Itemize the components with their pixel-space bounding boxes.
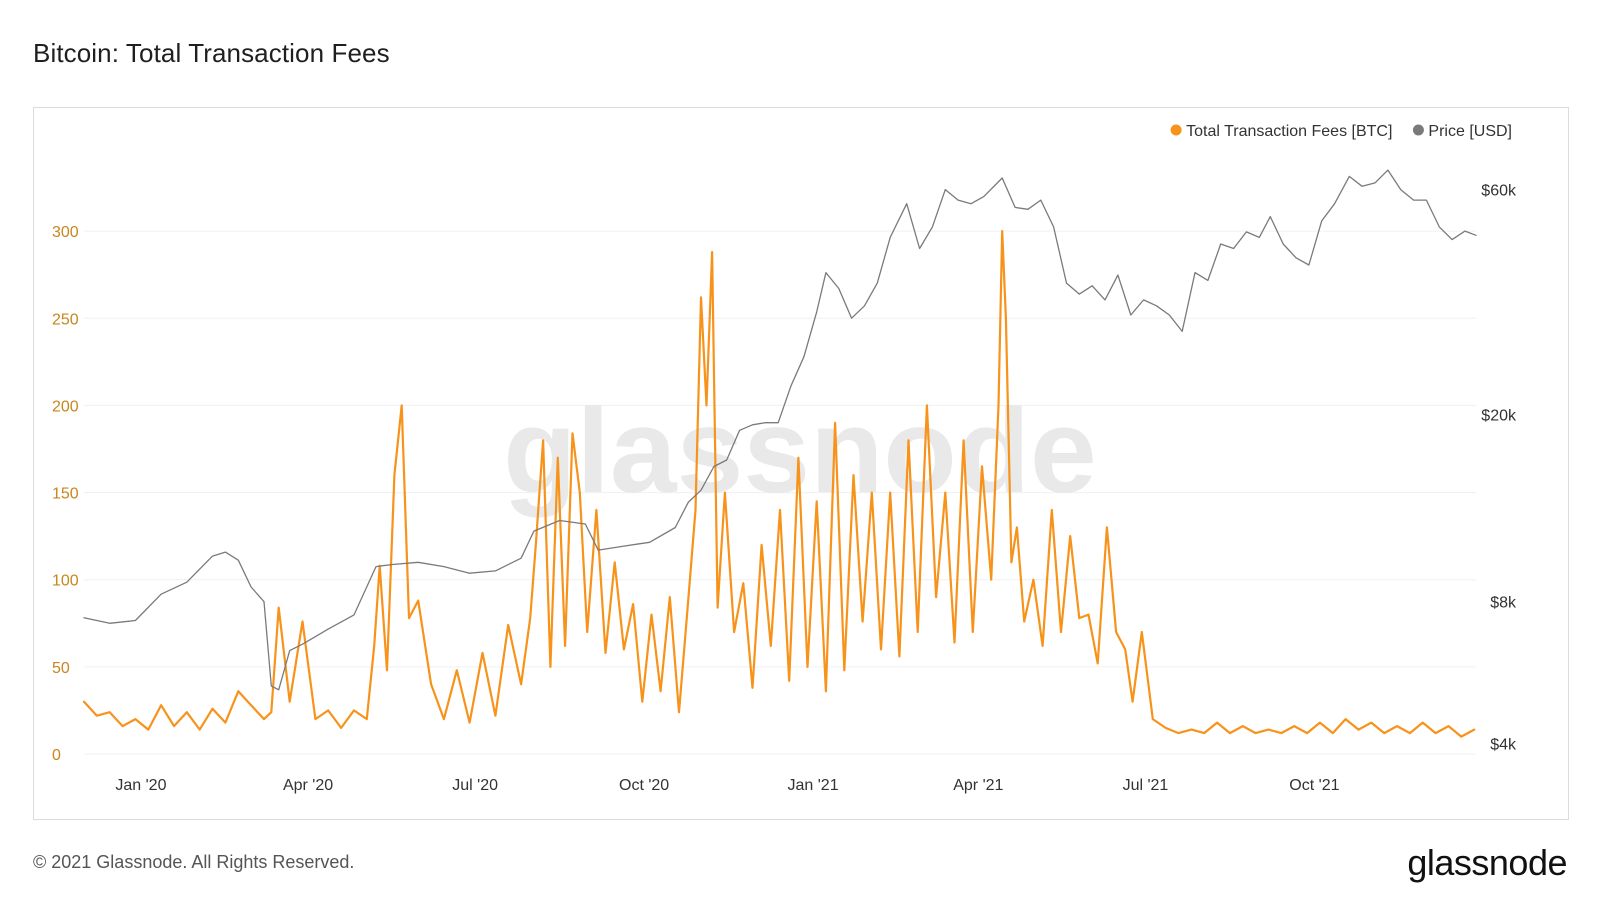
- legend-dot-icon[interactable]: [1170, 124, 1182, 136]
- y-left-tick-label: 200: [52, 398, 79, 415]
- y-left-tick-label: 150: [52, 486, 79, 503]
- y-left-tick-label: 0: [52, 747, 61, 764]
- y-left-tick-label: 250: [52, 311, 79, 328]
- x-tick-label: Apr '21: [953, 777, 1003, 794]
- transaction-fees-chart: glassnode050100150200250300$4k$8k$20k$60…: [52, 123, 1517, 794]
- x-tick-label: Apr '20: [283, 777, 333, 794]
- copyright-text: © 2021 Glassnode. All Rights Reserved.: [33, 852, 355, 872]
- y-right-tick-label: $4k: [1490, 737, 1517, 754]
- x-tick-label: Jan '21: [788, 777, 839, 794]
- x-tick-label: Jan '20: [115, 777, 166, 794]
- x-tick-label: Jul '21: [1123, 777, 1169, 794]
- x-tick-label: Oct '20: [619, 777, 669, 794]
- price-series-line: [83, 169, 1477, 691]
- y-right-tick-label: $8k: [1490, 595, 1517, 612]
- y-right-tick-label: $20k: [1481, 407, 1517, 424]
- y-left-tick-label: 300: [52, 224, 79, 241]
- chart-container: glassnode 0 50 100 150 200 250 300 $4k $8k $20k $60…: [33, 107, 1569, 820]
- glassnode-logo[interactable]: glassnode: [1407, 842, 1567, 883]
- page-title: Bitcoin: Total Transaction Fees: [33, 38, 390, 68]
- fees-series-line: [82, 229, 1476, 738]
- y-left-tick-label: 100: [52, 573, 79, 590]
- legend-dot-icon[interactable]: [1412, 124, 1424, 136]
- legend-item-label: Price [USD]: [1428, 123, 1512, 140]
- y-left-tick-label: 50: [52, 660, 70, 677]
- y-right-tick-label: $60k: [1481, 183, 1517, 200]
- x-tick-label: Oct '21: [1289, 777, 1339, 794]
- x-tick-label: Jul '20: [452, 777, 498, 794]
- legend-item-label: Total Transaction Fees [BTC]: [1186, 123, 1392, 140]
